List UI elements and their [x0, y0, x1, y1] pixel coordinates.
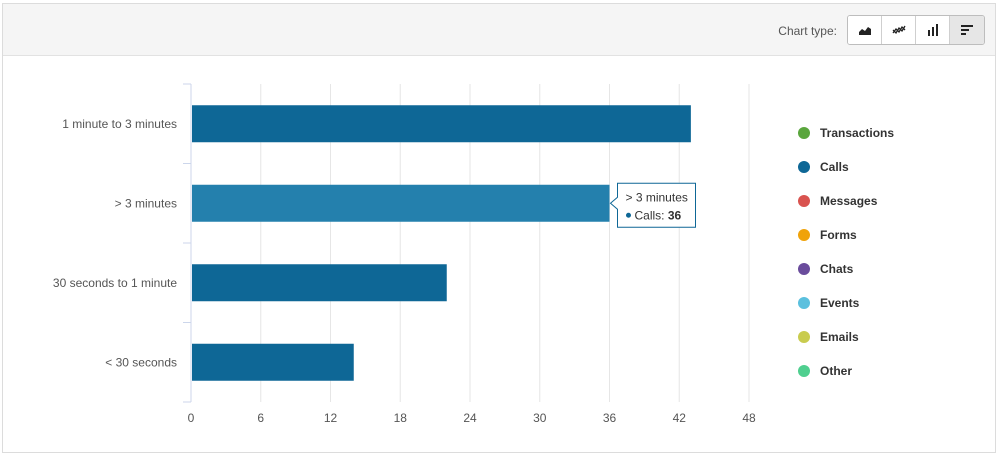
- bar-1[interactable]: [192, 184, 610, 222]
- tooltip-series: Calls: 36: [635, 208, 682, 222]
- bar-chart: 1 minute to 3 minutes > 3 minutes 30 secon…: [53, 83, 756, 425]
- column-chart-button[interactable]: [916, 16, 950, 44]
- legend-label: Emails: [820, 330, 859, 344]
- legend-label: Events: [820, 296, 860, 310]
- bar-chart-button[interactable]: [950, 16, 984, 44]
- legend-label: Other: [820, 364, 853, 378]
- legend-dot-icon: [798, 331, 810, 343]
- x-tick-label: 6: [257, 411, 264, 425]
- bar-0[interactable]: [192, 105, 691, 143]
- bar-chart-icon: [961, 25, 973, 35]
- legend-dot-icon: [798, 161, 810, 173]
- tooltip-series-name: Calls:: [635, 208, 668, 222]
- x-tick-label: 48: [742, 411, 756, 425]
- area-chart-icon: [858, 27, 871, 35]
- legend-item-chats[interactable]: Chats: [798, 252, 894, 286]
- chart-panel: Chart type:: [2, 3, 996, 453]
- line-chart-button[interactable]: [882, 16, 916, 44]
- x-tick-label: 12: [324, 411, 338, 425]
- category-label: 1 minute to 3 minutes: [62, 117, 177, 131]
- legend-dot-icon: [798, 297, 810, 309]
- category-label: > 3 minutes: [115, 196, 177, 210]
- x-tick-label: 30: [533, 411, 547, 425]
- legend-item-other[interactable]: Other: [798, 354, 894, 388]
- chart-type-selector: [847, 15, 985, 45]
- legend-item-messages[interactable]: Messages: [798, 184, 894, 218]
- legend-item-events[interactable]: Events: [798, 286, 894, 320]
- line-chart-icon: [891, 25, 906, 35]
- column-chart-icon: [927, 24, 938, 36]
- area-chart-button[interactable]: [848, 16, 882, 44]
- chart-type-label: Chart type:: [778, 24, 837, 38]
- tooltip: > 3 minutes Calls: 36: [609, 182, 696, 228]
- legend-label: Calls: [820, 160, 849, 174]
- legend-dot-icon: [798, 195, 810, 207]
- x-tick-label: 42: [673, 411, 687, 425]
- legend-item-calls[interactable]: Calls: [798, 150, 894, 184]
- x-tick-label: 18: [394, 411, 408, 425]
- category-label: 30 seconds to 1 minute: [53, 276, 177, 290]
- legend-label: Chats: [820, 262, 854, 276]
- tooltip-value: 36: [668, 208, 682, 222]
- tooltip-box: [609, 182, 696, 228]
- tooltip-title: > 3 minutes: [626, 190, 688, 204]
- legend-dot-icon: [798, 229, 810, 241]
- legend-item-forms[interactable]: Forms: [798, 218, 894, 252]
- legend-dot-icon: [798, 263, 810, 275]
- tooltip-dot-icon: [626, 212, 631, 218]
- legend-label: Transactions: [820, 126, 895, 140]
- chart-legend: Transactions Calls Messages Forms Chats Event…: [798, 116, 894, 388]
- x-tick-label: 36: [603, 411, 617, 425]
- legend-label: Forms: [820, 228, 857, 242]
- category-label: < 30 seconds: [105, 355, 177, 369]
- legend-item-transactions[interactable]: Transactions: [798, 116, 894, 150]
- legend-dot-icon: [798, 127, 810, 139]
- x-tick-label: 0: [188, 411, 195, 425]
- legend-item-emails[interactable]: Emails: [798, 320, 894, 354]
- bar-2[interactable]: [192, 264, 447, 302]
- bar-3[interactable]: [192, 343, 354, 381]
- x-tick-label: 24: [463, 411, 477, 425]
- legend-dot-icon: [798, 365, 810, 377]
- legend-label: Messages: [820, 194, 878, 208]
- chart-toolbar: Chart type:: [3, 4, 995, 56]
